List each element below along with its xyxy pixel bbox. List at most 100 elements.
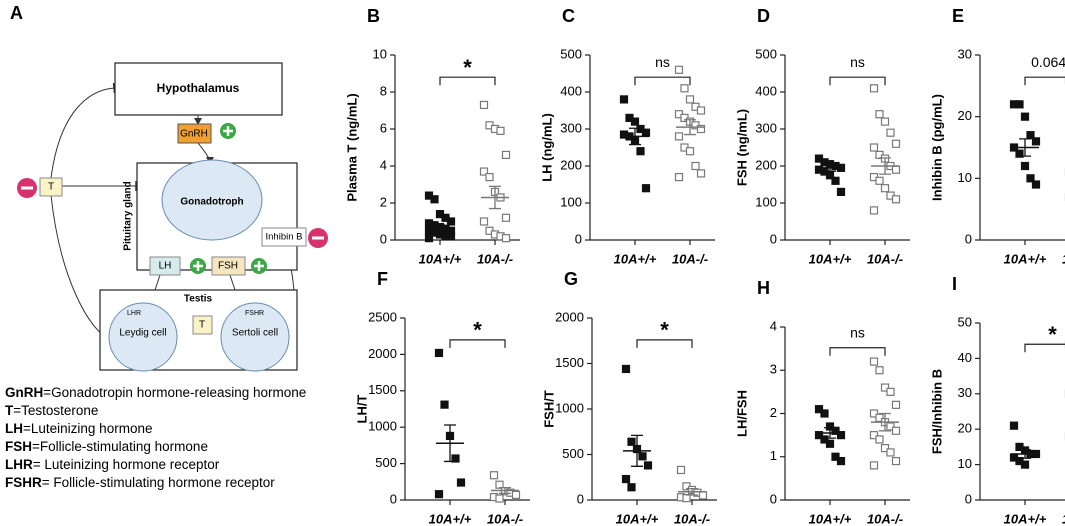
data-point: [891, 195, 901, 204]
data-point: [685, 95, 695, 104]
data-point: [696, 106, 706, 115]
legend-line: FSHR= Follicle-stimulating hormone recep…: [5, 475, 275, 490]
data-point: [674, 132, 684, 141]
node-label: LH: [159, 261, 172, 272]
panel-label: G: [564, 269, 578, 289]
y-axis-label: Plasma T (ng/mL): [344, 93, 359, 201]
x-tick-label: 10A-/-: [477, 251, 513, 266]
sem-bar: [499, 486, 511, 495]
node-label: Hypothalamus: [157, 81, 240, 95]
data-point: [880, 444, 890, 453]
t-box: [39, 177, 63, 197]
y-tick-label: 40: [958, 350, 972, 365]
data-point: [685, 147, 695, 156]
y-tick-label: 0: [770, 491, 777, 506]
data-point: [456, 478, 466, 487]
data-point: [440, 400, 449, 409]
y-tick-label: 10: [958, 170, 972, 185]
node-label: Pituitary gland: [123, 181, 134, 250]
x-tick-label: 10A-/-: [674, 511, 710, 526]
y-axis-label: FSH/Inhibin B: [929, 369, 944, 454]
lh-box: [149, 256, 181, 276]
y-tick-label: 2000: [368, 346, 397, 361]
data-point: [875, 413, 884, 422]
data-point: [698, 491, 708, 500]
y-tick-label: 10: [373, 46, 387, 61]
legend-def: = Follicle-stimulating hormone receptor: [42, 475, 275, 490]
data-point: [424, 234, 434, 243]
data-point: [446, 217, 456, 226]
y-tick-label: 100: [755, 194, 777, 209]
data-point: [446, 232, 456, 241]
data-point: [434, 348, 444, 358]
significance-label: ns: [850, 54, 865, 70]
data-point: [627, 483, 636, 492]
data-point: [891, 456, 901, 466]
minus-icon: [308, 228, 328, 248]
legend-abbr: GnRH: [5, 385, 43, 400]
significance-bracket: [829, 347, 886, 356]
data-point: [1009, 421, 1019, 430]
y-tick-label: 300: [560, 120, 582, 135]
sem-bar: [1019, 449, 1031, 459]
y-tick-label: 300: [755, 120, 777, 135]
panel-label: H: [757, 278, 770, 298]
t-box: [192, 315, 213, 335]
legend-abbr: LH: [5, 421, 23, 436]
plus-icon: [220, 123, 236, 139]
legend-line: FSH=Follicle-stimulating hormone: [5, 439, 208, 454]
y-tick-label: 400: [755, 83, 777, 98]
data-point: [814, 431, 824, 440]
data-point: [1031, 137, 1041, 146]
y-tick-label: 20: [958, 421, 972, 436]
y-tick-label: 1500: [368, 382, 397, 397]
data-point: [627, 437, 636, 446]
sem-bar: [684, 119, 696, 136]
data-point: [869, 357, 879, 366]
data-point: [1026, 174, 1035, 183]
y-tick-label: 100: [560, 194, 582, 209]
legend-def: =Follicle-stimulating hormone: [32, 439, 208, 454]
data-point: [875, 366, 884, 375]
node-label: Sertoli cell: [232, 328, 278, 339]
panel-label: D: [757, 6, 770, 26]
y-tick-label: 2: [770, 405, 777, 420]
sem-bar: [824, 163, 836, 172]
data-point: [891, 400, 901, 409]
data-point: [485, 173, 494, 182]
abbreviation-legend: GnRH=Gonadotropin hormone-releasing horm…: [5, 385, 306, 490]
data-point: [676, 465, 686, 475]
y-tick-label: 30: [958, 46, 972, 61]
plus-icon: [190, 258, 206, 274]
data-point: [880, 117, 890, 126]
significance-bracket: [1024, 76, 1065, 86]
legend-def: = Luteinizing hormone receptor: [33, 457, 220, 472]
y-tick-label: 4: [770, 318, 777, 333]
y-tick-label: 2: [380, 194, 387, 209]
x-tick-label: 10A-/-: [867, 251, 903, 266]
significance-bracket: [1024, 343, 1065, 353]
x-tick-label: 10A-/-: [1062, 251, 1065, 266]
significance-bracket: [634, 76, 691, 86]
x-tick-label: 10A+/+: [429, 511, 472, 526]
gonadotroph-cell: [161, 159, 263, 241]
legend-abbr: LHR: [5, 457, 33, 472]
sem-bar: [629, 127, 641, 146]
panel-label: B: [367, 6, 380, 26]
data-point: [1031, 180, 1041, 189]
node-label: Gonadotroph: [180, 197, 243, 208]
diagram: A Hypothalamus GnRH Pituitary gland Gona…: [5, 3, 328, 490]
y-axis-label: FSH (ng/mL): [734, 109, 749, 186]
data-point: [836, 456, 846, 466]
y-tick-label: 10: [958, 456, 972, 471]
y-tick-label: 0: [770, 231, 777, 246]
data-point: [869, 84, 879, 93]
y-tick-label: 8: [380, 83, 387, 98]
y-axis-label: LH/T: [354, 395, 369, 424]
significance-label: ns: [655, 54, 670, 70]
sem-bar: [631, 434, 643, 467]
y-tick-label: 400: [560, 83, 582, 98]
data-point: [836, 431, 846, 440]
data-point: [636, 147, 645, 156]
